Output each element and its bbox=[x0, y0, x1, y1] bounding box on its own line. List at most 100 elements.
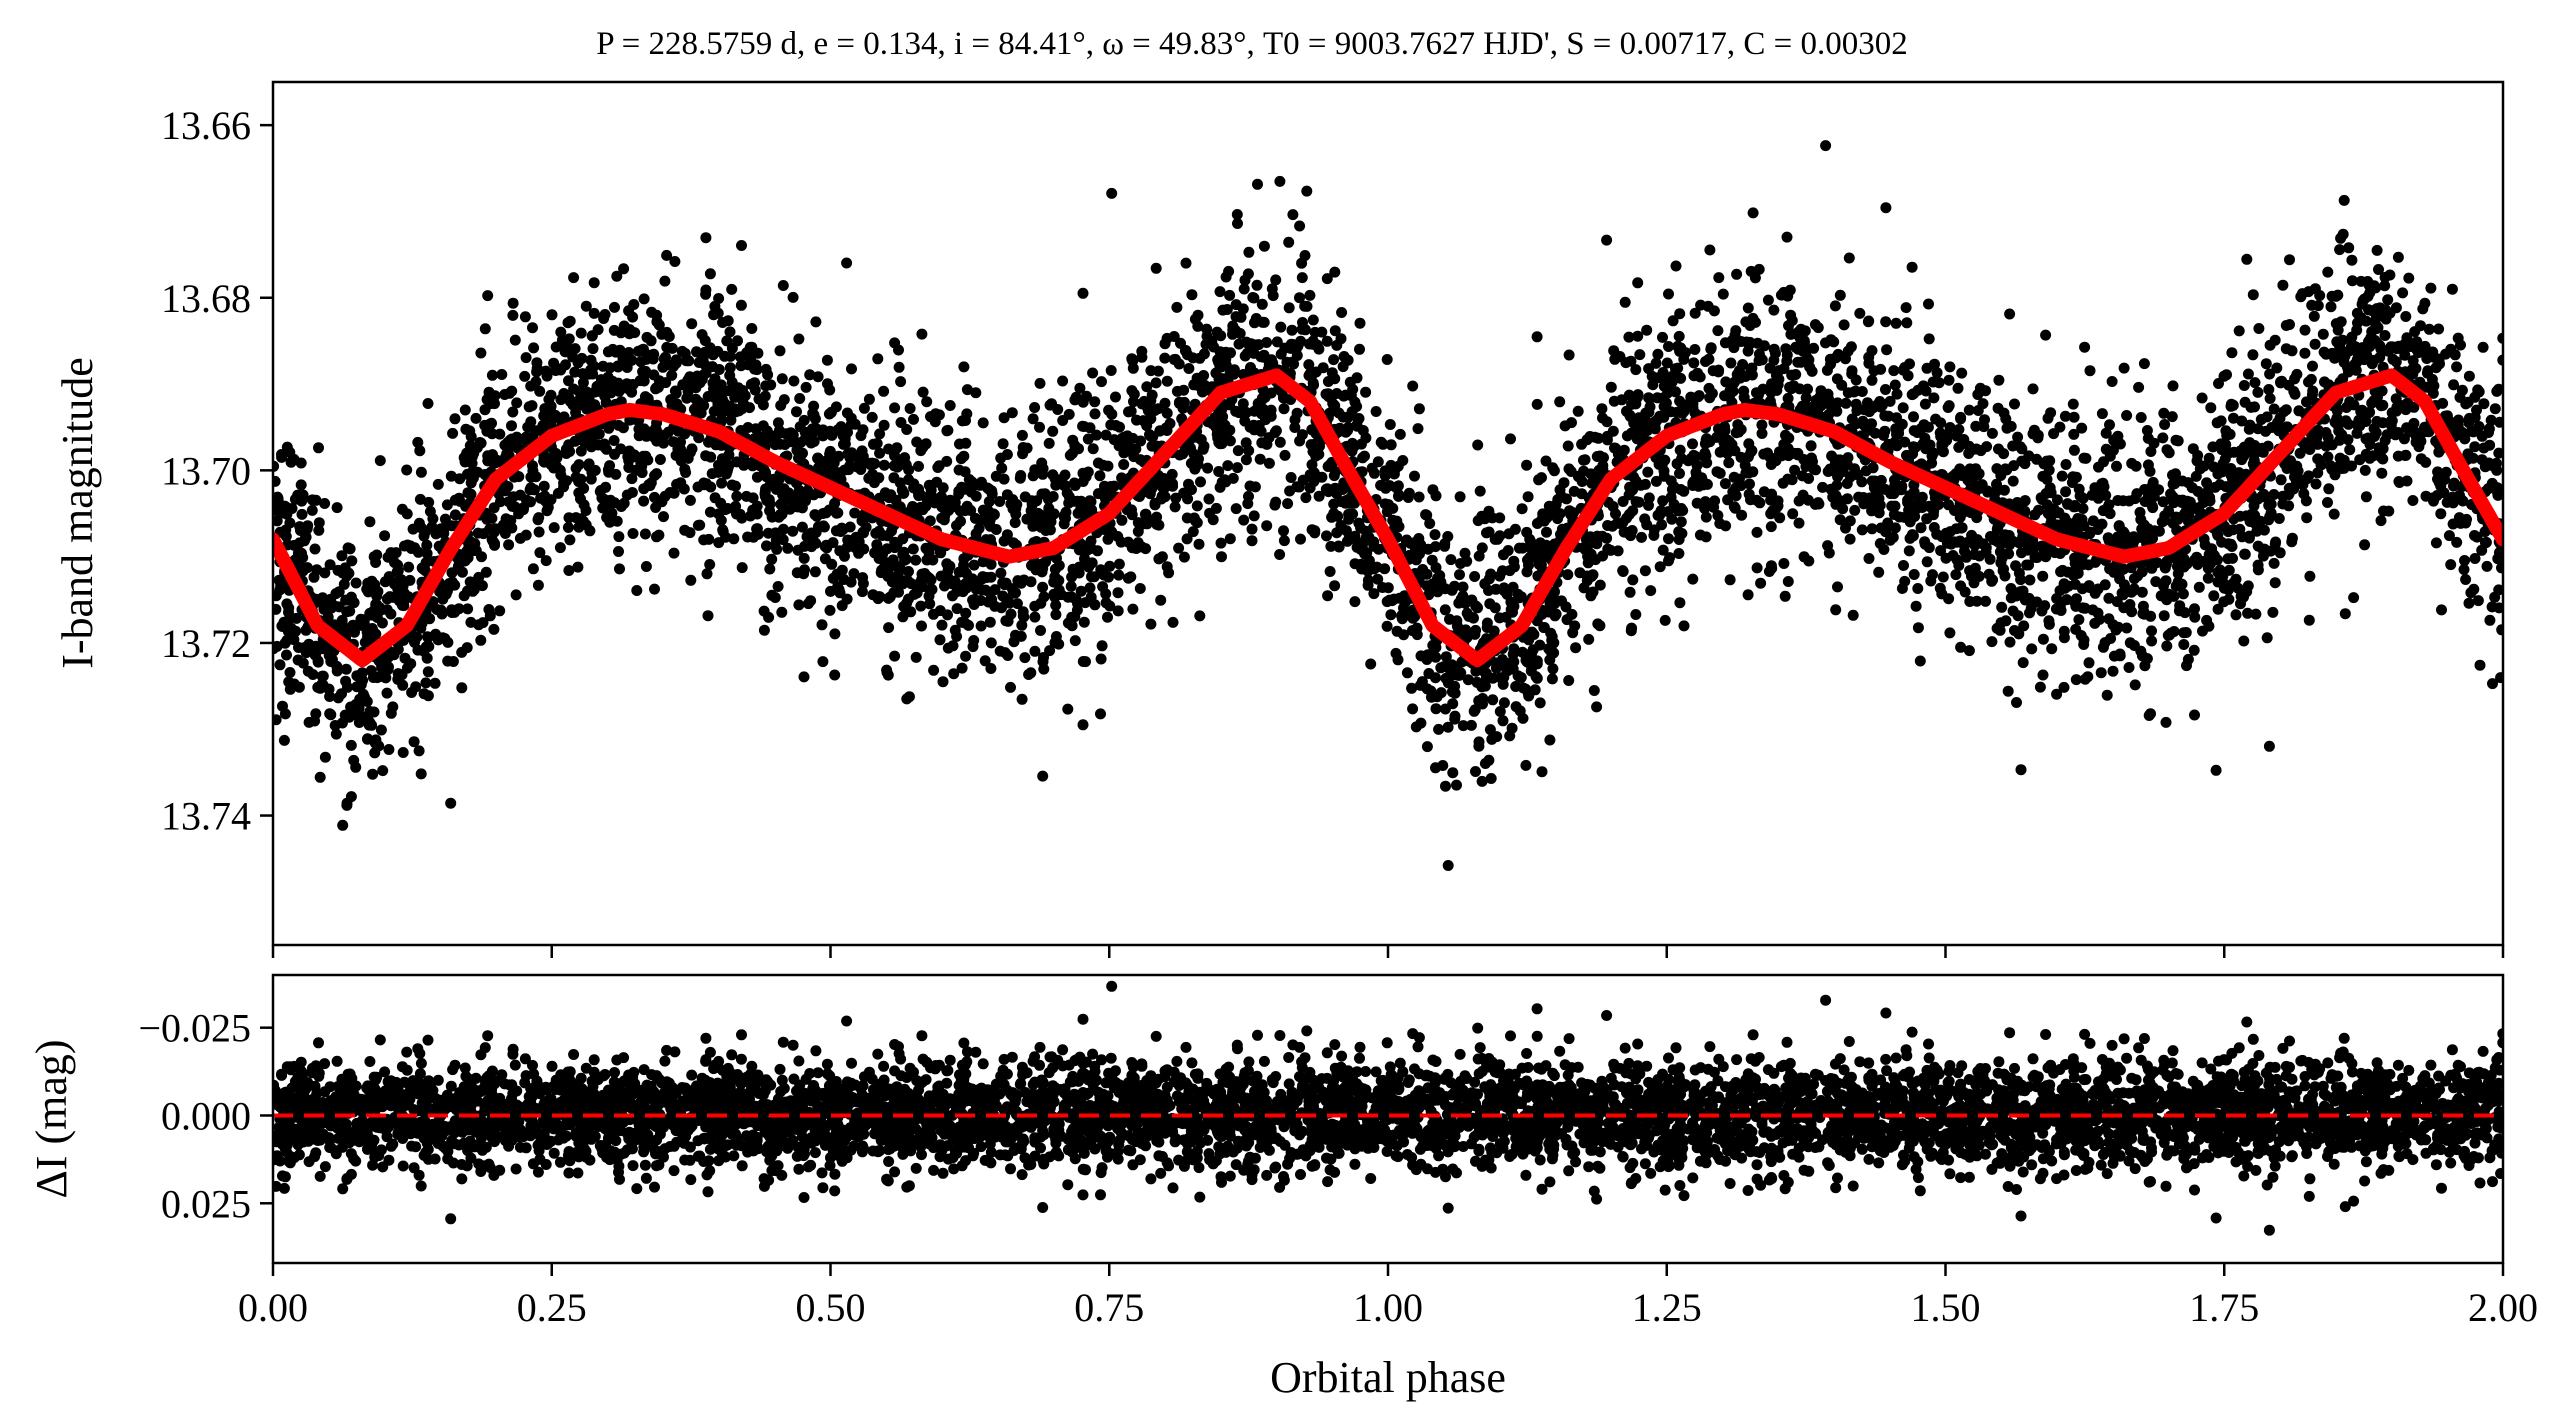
photometry-point bbox=[2477, 341, 2489, 353]
photometry-point bbox=[1259, 391, 1271, 403]
photometry-point bbox=[1650, 357, 1662, 369]
photometry-point bbox=[1558, 477, 1570, 489]
photometry-point bbox=[2264, 393, 2276, 404]
photometry-point bbox=[1937, 446, 1949, 458]
photometry-point bbox=[2226, 347, 2238, 359]
photometry-point bbox=[1531, 331, 1543, 343]
photometry-point bbox=[2261, 632, 2273, 644]
photometry-point bbox=[1446, 686, 1458, 698]
photometry-point bbox=[907, 543, 919, 555]
photometry-point bbox=[1069, 611, 1081, 623]
photometry-point bbox=[700, 232, 712, 244]
photometry-point bbox=[341, 606, 353, 618]
photometry-point bbox=[1900, 302, 1912, 314]
photometry-point bbox=[2443, 530, 2455, 542]
photometry-point bbox=[2478, 398, 2490, 410]
photometry-point bbox=[1641, 519, 1653, 531]
photometry-point bbox=[2484, 614, 2496, 626]
photometry-point bbox=[2024, 607, 2035, 619]
photometry-point bbox=[1077, 656, 1089, 667]
photometry-point bbox=[1700, 511, 1712, 523]
photometry-point bbox=[651, 316, 663, 328]
photometry-point bbox=[2301, 512, 2313, 524]
photometry-point bbox=[1178, 384, 1190, 396]
photometry-point bbox=[2409, 326, 2421, 338]
photometry-point bbox=[1850, 374, 1862, 386]
photometry-point bbox=[2233, 325, 2245, 337]
photometry-point bbox=[939, 580, 950, 592]
photometry-point bbox=[1053, 575, 1065, 586]
photometry-point bbox=[1834, 514, 1846, 526]
photometry-point bbox=[1971, 595, 1983, 607]
photometry-point bbox=[1704, 392, 1716, 404]
photometry-point bbox=[1447, 767, 1459, 779]
photometry-point bbox=[985, 637, 997, 649]
photometry-point bbox=[1303, 359, 1315, 371]
photometry-point bbox=[1011, 598, 1023, 610]
photometry-point bbox=[1444, 613, 1455, 625]
photometry-point bbox=[364, 516, 376, 528]
photometry-point bbox=[1284, 485, 1296, 497]
photometry-point bbox=[1258, 240, 1270, 252]
photometry-point bbox=[639, 528, 651, 540]
photometry-point bbox=[1102, 611, 1113, 623]
photometry-point bbox=[2051, 688, 2063, 700]
photometry-point bbox=[1998, 484, 2010, 496]
photometry-point bbox=[1756, 428, 1768, 439]
photometry-point bbox=[1656, 459, 1668, 471]
photometry-point bbox=[345, 739, 357, 751]
photometry-point bbox=[985, 663, 997, 674]
photometry-point bbox=[1394, 428, 1406, 440]
photometry-point bbox=[685, 574, 697, 586]
photometry-point bbox=[1170, 492, 1182, 504]
photometry-point bbox=[661, 341, 673, 353]
photometry-point bbox=[1026, 495, 1038, 507]
photometry-point bbox=[1781, 231, 1793, 243]
photometry-point bbox=[1034, 377, 1046, 389]
photometry-point bbox=[995, 567, 1007, 579]
photometry-point bbox=[1657, 495, 1669, 507]
photometry-point bbox=[1301, 300, 1313, 312]
photometry-point bbox=[545, 389, 557, 401]
photometry-point bbox=[2317, 328, 2329, 340]
photometry-point bbox=[2142, 459, 2154, 471]
photometry-point bbox=[1933, 377, 1945, 389]
photometry-point bbox=[2334, 452, 2346, 464]
photometry-point bbox=[1251, 279, 1263, 291]
photometry-point bbox=[2099, 579, 2111, 591]
photometry-point bbox=[1246, 523, 1258, 535]
photometry-point bbox=[2042, 412, 2054, 424]
photometry-point bbox=[2312, 438, 2324, 450]
photometry-point bbox=[759, 486, 771, 498]
photometry-point bbox=[2004, 308, 2016, 320]
photometry-point bbox=[1096, 640, 1108, 652]
photometry-point bbox=[1986, 636, 1998, 648]
photometry-point bbox=[1103, 404, 1115, 416]
photometry-point bbox=[1296, 272, 1308, 284]
photometry-point bbox=[527, 563, 539, 575]
photometry-point bbox=[1566, 417, 1577, 429]
photometry-point bbox=[2041, 473, 2053, 485]
photometry-point bbox=[519, 370, 531, 382]
photometry-point bbox=[830, 506, 842, 518]
photometry-point bbox=[2489, 591, 2501, 603]
photometry-point bbox=[730, 480, 741, 492]
photometry-point bbox=[793, 599, 805, 611]
photometry-point bbox=[2456, 384, 2468, 396]
photometry-point bbox=[1439, 538, 1451, 550]
photometry-point bbox=[1765, 459, 1777, 470]
photometry-point bbox=[284, 667, 296, 678]
photometry-point bbox=[331, 502, 343, 514]
photometry-point bbox=[1203, 493, 1215, 505]
photometry-point bbox=[782, 542, 794, 554]
photometry-point bbox=[1639, 565, 1651, 577]
photometry-point bbox=[901, 693, 913, 705]
photometry-point bbox=[824, 384, 836, 396]
photometry-point bbox=[2446, 283, 2458, 295]
photometry-point bbox=[1324, 459, 1336, 471]
photometry-point bbox=[1095, 653, 1107, 665]
photometry-point bbox=[1279, 449, 1291, 461]
photometry-point bbox=[1611, 517, 1623, 529]
photometry-point bbox=[273, 475, 281, 487]
photometry-point bbox=[1776, 450, 1787, 462]
